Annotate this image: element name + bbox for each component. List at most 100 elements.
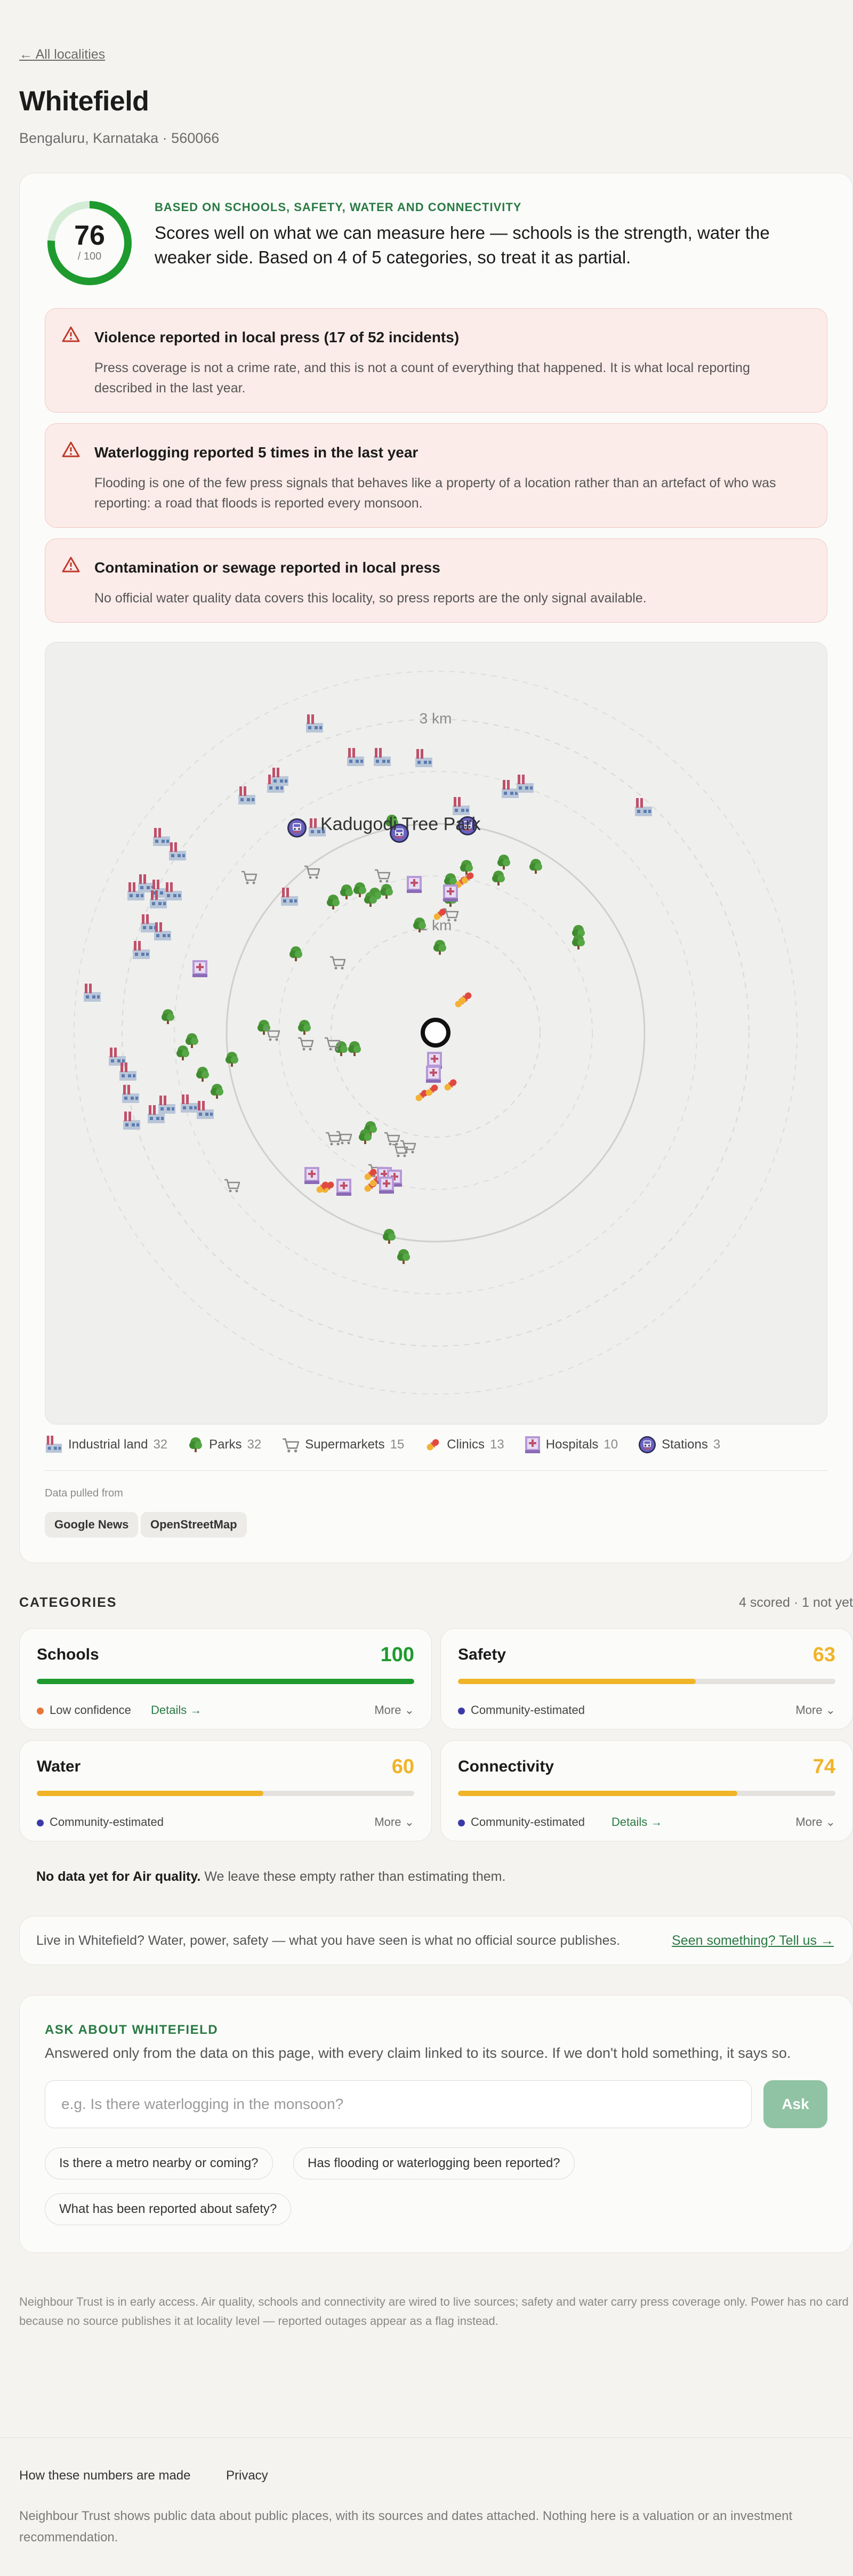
- station-marker[interactable]: [287, 818, 307, 838]
- park-marker[interactable]: [176, 1045, 189, 1060]
- park-marker[interactable]: [353, 882, 366, 897]
- hospital-marker[interactable]: [304, 1167, 319, 1184]
- park-marker[interactable]: [497, 855, 510, 870]
- industrial-marker[interactable]: [281, 888, 298, 906]
- park-marker[interactable]: [572, 935, 585, 949]
- industrial-marker[interactable]: [123, 1112, 140, 1130]
- industrial-marker[interactable]: [109, 1048, 126, 1066]
- park-marker[interactable]: [529, 859, 542, 874]
- footer-link-methodology[interactable]: How these numbers are made: [19, 2468, 191, 2483]
- live-here-card: [19, 1916, 853, 1965]
- hospital-marker[interactable]: [407, 876, 422, 893]
- park-marker[interactable]: [327, 895, 340, 909]
- industrial-marker[interactable]: [271, 768, 288, 786]
- industrial-marker[interactable]: [158, 1096, 175, 1114]
- supermarket-marker[interactable]: [329, 956, 346, 970]
- legend-item-stations[interactable]: Stations 3: [638, 1436, 720, 1454]
- suggestion-chip-safety[interactable]: What has been reported about safety?: [45, 2193, 292, 2225]
- industrial-marker[interactable]: [154, 922, 171, 940]
- park-marker[interactable]: [211, 1084, 223, 1099]
- park-marker[interactable]: [380, 884, 393, 899]
- hospital-marker[interactable]: [379, 1177, 394, 1194]
- ask-button[interactable]: Ask: [763, 2080, 827, 2128]
- legend-item-supermarkets[interactable]: Supermarkets 15: [281, 1437, 404, 1453]
- industrial-marker[interactable]: [133, 941, 150, 959]
- page-title: Whitefield: [19, 86, 149, 117]
- hospital-marker[interactable]: [443, 884, 458, 901]
- suggestion-chip-flooding[interactable]: Has flooding or waterlogging been report…: [293, 2147, 575, 2179]
- category-score: 74: [812, 1756, 835, 1778]
- clinic-marker[interactable]: [443, 1078, 458, 1092]
- source-chip-openstreetmap[interactable]: OpenStreetMap: [141, 1512, 247, 1537]
- industrial-marker[interactable]: [453, 797, 470, 815]
- supermarket-marker[interactable]: [374, 869, 391, 883]
- category-card-connectivity[interactable]: Connectivity 74 Community-estimated Deta…: [440, 1740, 853, 1841]
- park-marker[interactable]: [348, 1041, 361, 1056]
- industrial-marker[interactable]: [165, 882, 182, 900]
- industrial-marker[interactable]: [84, 984, 101, 1002]
- supermarket-marker[interactable]: [223, 1179, 240, 1193]
- park-marker[interactable]: [383, 1229, 396, 1244]
- place-label: Kadugodi Tree Park: [320, 814, 481, 834]
- park-marker[interactable]: [340, 884, 353, 899]
- park-marker[interactable]: [196, 1067, 209, 1082]
- park-marker[interactable]: [162, 1009, 174, 1024]
- industrial-marker[interactable]: [517, 775, 534, 793]
- ask-input[interactable]: [45, 2080, 752, 2128]
- legend-item-hospitals[interactable]: Hospitals 10: [525, 1436, 618, 1454]
- hospital-marker[interactable]: [426, 1066, 441, 1083]
- details-link[interactable]: Details →: [151, 1703, 202, 1717]
- category-card-schools[interactable]: Schools 100 Low confidence Details → Mor…: [19, 1628, 432, 1729]
- amenity-map[interactable]: 1 km 3 km Kadugodi Tree Park: [45, 642, 827, 1424]
- industrial-marker[interactable]: [502, 780, 519, 798]
- legend-item-clinics[interactable]: Clinics 13: [424, 1436, 504, 1453]
- industrial-marker[interactable]: [635, 798, 652, 816]
- tell-us-link[interactable]: Seen something? Tell us →: [672, 1933, 834, 1948]
- industrial-marker[interactable]: [238, 786, 255, 804]
- legend-item-parks[interactable]: Parks 32: [188, 1436, 261, 1454]
- score-bar: [458, 1679, 835, 1684]
- more-toggle[interactable]: More ⌄: [374, 1703, 414, 1717]
- category-card-water[interactable]: Water 60 Community-estimated More ⌄: [19, 1740, 432, 1841]
- category-name: Schools: [37, 1646, 99, 1663]
- industrial-marker[interactable]: [415, 749, 432, 767]
- legend-label: Clinics: [447, 1437, 485, 1452]
- suggestion-chip-metro[interactable]: Is there a metro nearby or coming?: [45, 2147, 273, 2179]
- hospital-marker[interactable]: [336, 1179, 351, 1196]
- footer-link-privacy[interactable]: Privacy: [226, 2468, 268, 2483]
- category-card-safety[interactable]: Safety 63 Community-estimated More ⌄: [440, 1628, 853, 1729]
- industrial-marker[interactable]: [153, 828, 170, 846]
- park-marker[interactable]: [397, 1249, 410, 1264]
- industrial-marker[interactable]: [122, 1085, 139, 1103]
- supermarket-marker[interactable]: [297, 1037, 314, 1051]
- industrial-marker[interactable]: [374, 748, 391, 766]
- industrial-marker[interactable]: [169, 842, 186, 860]
- supermarket-marker[interactable]: [335, 1131, 352, 1145]
- details-link[interactable]: Details →: [611, 1815, 663, 1829]
- park-marker[interactable]: [298, 1020, 311, 1035]
- pill-icon: [425, 1438, 441, 1452]
- legend-item-industrial[interactable]: Industrial land 32: [45, 1436, 167, 1454]
- flag-body: Flooding is one of the few press signals…: [94, 476, 776, 511]
- industrial-marker[interactable]: [347, 748, 364, 766]
- industrial-marker[interactable]: [181, 1094, 198, 1113]
- hospital-marker[interactable]: [192, 960, 207, 977]
- park-marker[interactable]: [289, 946, 302, 961]
- source-chip-google-news[interactable]: Google News: [45, 1512, 139, 1537]
- industrial-marker[interactable]: [197, 1101, 214, 1119]
- industrial-marker[interactable]: [306, 714, 323, 732]
- back-link[interactable]: ← All localities: [19, 47, 106, 62]
- park-marker[interactable]: [492, 871, 505, 885]
- park-marker[interactable]: [186, 1033, 198, 1048]
- more-toggle[interactable]: More ⌄: [795, 1703, 835, 1717]
- confidence-label: Community-estimated: [50, 1815, 164, 1829]
- supermarket-marker[interactable]: [240, 871, 257, 885]
- more-toggle[interactable]: More ⌄: [374, 1815, 414, 1829]
- park-marker[interactable]: [433, 940, 446, 955]
- tree-icon: [189, 1437, 203, 1452]
- industrial-marker[interactable]: [119, 1062, 136, 1081]
- supermarket-marker[interactable]: [383, 1132, 400, 1146]
- supermarket-marker[interactable]: [325, 1132, 342, 1146]
- more-toggle[interactable]: More ⌄: [795, 1815, 835, 1829]
- score-kicker: BASED ON SCHOOLS, SAFETY, WATER AND CONN…: [155, 200, 522, 214]
